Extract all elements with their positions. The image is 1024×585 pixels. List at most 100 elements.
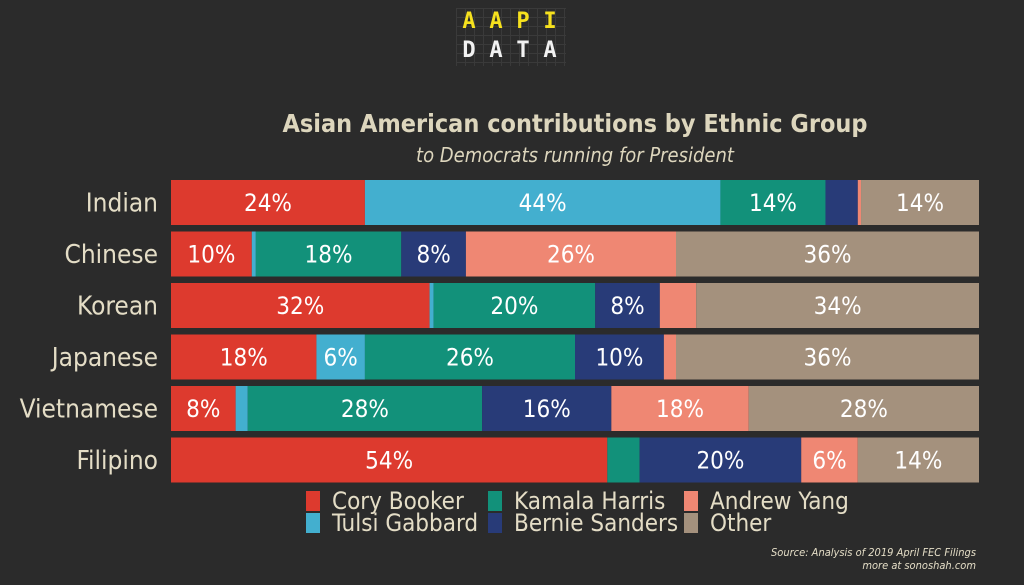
- bar-segment-cory-booker-korean: [171, 283, 430, 328]
- data-label: 54%: [365, 447, 413, 475]
- data-label: 16%: [523, 395, 571, 423]
- data-label: 14%: [896, 189, 944, 217]
- bar-segment-andrew-yang-filipino: [801, 437, 858, 483]
- data-label: 14%: [894, 447, 942, 475]
- legend-swatch: [306, 491, 320, 511]
- logo-letter: P: [516, 9, 530, 34]
- logo-letter: A: [543, 38, 557, 63]
- chart-legend: Cory Booker Kamala Harris Andrew Yang Tulsi…: [306, 487, 886, 537]
- bar-segment-cory-booker-chinese: [171, 231, 252, 277]
- data-label: 36%: [804, 344, 852, 372]
- data-label: 6%: [324, 344, 358, 372]
- data-label: 10%: [187, 241, 235, 269]
- data-label: 26%: [547, 241, 595, 269]
- logo-letter: A: [489, 38, 503, 63]
- category-label-indian: Indian: [86, 189, 158, 219]
- data-label: 28%: [840, 395, 888, 423]
- source-note: Source: Analysis of 2019 April FEC Filin…: [771, 546, 976, 572]
- bar-segment-other-indian: [861, 180, 979, 225]
- aapi-data-logo: A A P I D A T A: [456, 8, 566, 66]
- bar-segment-tulsi-gabbard-indian: [364, 180, 721, 225]
- bar-segment-cory-booker-filipino: [171, 437, 608, 483]
- legend-swatch: [488, 513, 502, 533]
- bar-segment-kamala-harris-vietnamese: [247, 386, 483, 431]
- logo-letter: D: [462, 38, 476, 63]
- legend-item-kamala-harris: Kamala Harris: [488, 487, 684, 515]
- legend-item-andrew-yang: Andrew Yang: [684, 487, 874, 515]
- legend-item-bernie-sanders: Bernie Sanders: [488, 509, 684, 537]
- category-label-vietnamese: Vietnamese: [20, 395, 158, 425]
- data-label: 36%: [804, 241, 852, 269]
- bar-segment-andrew-yang-indian: [857, 180, 862, 225]
- legend-label: Tulsi Gabbard: [332, 509, 479, 537]
- data-label: 8%: [186, 395, 220, 423]
- data-label: 28%: [341, 395, 389, 423]
- source-text: Source: Analysis of 2019 April FEC Filin…: [770, 546, 976, 559]
- category-label-korean: Korean: [77, 292, 158, 322]
- bar-segment-tulsi-gabbard-japanese: [316, 334, 365, 380]
- bar-segment-tulsi-gabbard-chinese: [251, 231, 256, 277]
- data-label: 8%: [416, 241, 450, 269]
- bar-segment-kamala-harris-chinese: [255, 231, 402, 277]
- legend-item-tulsi-gabbard: Tulsi Gabbard: [306, 509, 488, 537]
- bar-segment-cory-booker-indian: [171, 180, 365, 225]
- bar-segment-other-japanese: [676, 334, 979, 380]
- logo-letter: A: [462, 9, 476, 34]
- data-label: 34%: [814, 292, 862, 320]
- bar-segment-other-filipino: [857, 437, 979, 483]
- bar-segment-andrew-yang-japanese: [663, 334, 676, 380]
- bar-segment-cory-booker-vietnamese: [171, 386, 236, 431]
- data-label: 10%: [595, 344, 643, 372]
- legend-item-other: Other: [684, 509, 874, 537]
- legend-item-cory-booker: Cory Booker: [306, 487, 488, 515]
- category-label-filipino: Filipino: [76, 446, 158, 476]
- bar-segment-kamala-harris-japanese: [364, 334, 575, 380]
- data-label: 20%: [696, 447, 744, 475]
- logo-letter: A: [489, 9, 503, 34]
- bar-segment-kamala-harris-filipino: [607, 437, 640, 483]
- data-label: 6%: [812, 447, 846, 475]
- bar-segment-kamala-harris-korean: [433, 283, 596, 328]
- bar-segment-other-korean: [696, 283, 979, 328]
- legend-label: Other: [710, 509, 772, 537]
- bar-segment-other-chinese: [676, 231, 979, 277]
- logo-letter: I: [543, 9, 557, 34]
- bar-segment-bernie-sanders-vietnamese: [482, 386, 612, 431]
- category-label-japanese: Japanese: [50, 343, 158, 373]
- bar-segment-tulsi-gabbard-vietnamese: [235, 386, 248, 431]
- legend-label: Kamala Harris: [514, 487, 666, 515]
- bar-segment-kamala-harris-indian: [720, 180, 826, 225]
- bar-segment-bernie-sanders-indian: [825, 180, 858, 225]
- bar-segment-andrew-yang-chinese: [465, 231, 676, 277]
- data-label: 18%: [656, 395, 704, 423]
- bar-segment-bernie-sanders-chinese: [401, 231, 466, 277]
- chart-subtitle: to Democrats running for President: [416, 143, 734, 167]
- legend-swatch: [488, 491, 502, 511]
- logo-letter: T: [516, 38, 530, 63]
- category-label-chinese: Chinese: [65, 240, 158, 270]
- data-label: 18%: [305, 241, 353, 269]
- data-label: 18%: [220, 344, 268, 372]
- legend-swatch: [684, 513, 698, 533]
- bar-segment-cory-booker-japanese: [171, 334, 317, 380]
- bar-segment-bernie-sanders-japanese: [575, 334, 664, 380]
- data-label: 24%: [244, 189, 292, 217]
- legend-swatch: [684, 491, 698, 511]
- legend-label: Bernie Sanders: [514, 509, 679, 537]
- bar-segment-bernie-sanders-korean: [595, 283, 660, 328]
- data-label: 14%: [749, 189, 797, 217]
- legend-swatch: [306, 513, 320, 533]
- data-label: 20%: [490, 292, 538, 320]
- data-label: 8%: [610, 292, 644, 320]
- legend-label: Cory Booker: [332, 487, 464, 515]
- bar-segment-tulsi-gabbard-korean: [429, 283, 434, 328]
- bar-segment-bernie-sanders-filipino: [639, 437, 802, 483]
- bar-segment-other-vietnamese: [748, 386, 979, 431]
- data-label: 32%: [276, 292, 324, 320]
- more-link-text: more at sonoshah.com: [862, 559, 976, 572]
- data-label: 26%: [446, 344, 494, 372]
- chart-title: Asian American contributions by Ethnic G…: [282, 109, 868, 138]
- legend-label: Andrew Yang: [710, 487, 849, 515]
- bar-segment-andrew-yang-vietnamese: [611, 386, 749, 431]
